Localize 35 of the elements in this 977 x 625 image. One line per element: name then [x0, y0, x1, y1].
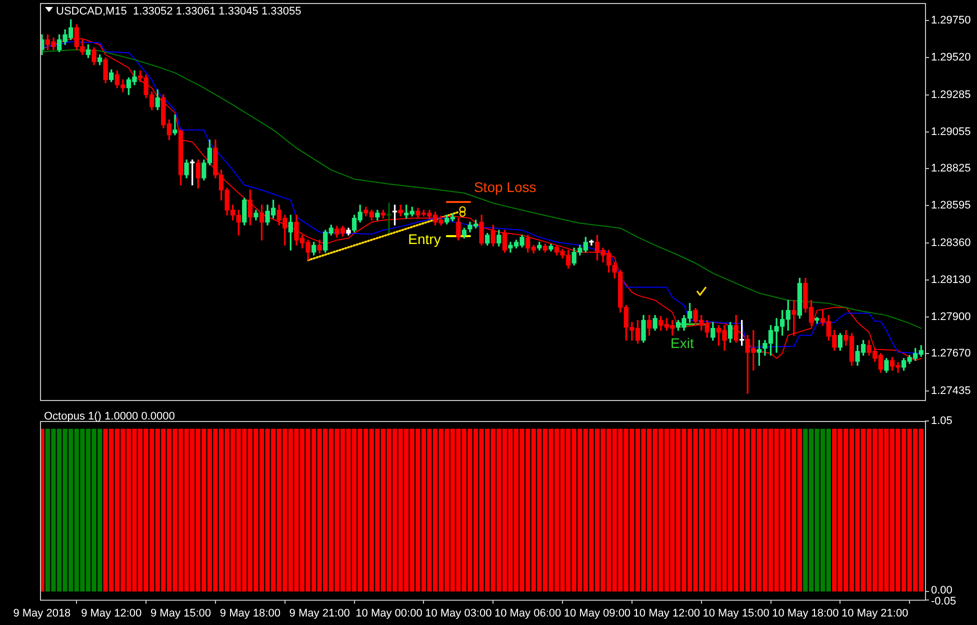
- y-tick-label: 1.28360: [931, 237, 971, 250]
- x-tick-label: 9 May 18:00: [220, 607, 280, 620]
- annotation: Entry: [408, 230, 441, 247]
- chart-title: Octopus 1() 1.0000 0.0000: [44, 410, 175, 423]
- x-tick-label: 10 May 12:00: [633, 607, 700, 620]
- y-tick-label: 1.27435: [931, 385, 971, 398]
- candlestick: [172, 114, 178, 136]
- candlestick: [589, 240, 594, 246]
- x-tick-label: 9 May 12:00: [81, 607, 142, 620]
- annotation: Stop Loss: [474, 178, 536, 195]
- y-tick-label: 1.29750: [931, 14, 971, 27]
- x-tick-label: 10 May 06:00: [494, 607, 562, 620]
- y-tick-label: -0.05: [931, 595, 956, 608]
- x-tick-label: 10 May 21:00: [842, 607, 908, 620]
- annotation: Exit: [670, 335, 694, 352]
- y-tick-label: 1.27670: [931, 348, 971, 360]
- x-tick-label: 9 May 21:00: [289, 607, 350, 620]
- x-tick-label: 10 May 18:00: [772, 607, 839, 620]
- y-tick-label: 1.29285: [931, 89, 971, 102]
- x-tick-label: 10 May 03:00: [425, 607, 492, 620]
- x-tick-label: 9 May 2018: [13, 607, 71, 620]
- y-tick-label: 1.28825: [931, 162, 971, 175]
- x-tick-label: 10 May 15:00: [702, 607, 770, 620]
- y-tick-label: 1.29055: [931, 126, 971, 138]
- x-tick-label: 10 May 09:00: [564, 607, 631, 620]
- y-tick-label: 0.00: [931, 584, 952, 596]
- x-tick-label: 9 May 15:00: [150, 607, 212, 620]
- y-tick-label: 1.28130: [931, 274, 971, 286]
- y-tick-label: 1.05: [931, 415, 952, 428]
- x-tick-label: 10 May 00:00: [356, 607, 422, 620]
- candlestick: [386, 202, 392, 234]
- y-tick-label: 1.28595: [931, 200, 971, 212]
- chart-title: USDCAD,M15 1.33052 1.33061 1.33045 1.33055: [56, 6, 302, 18]
- y-tick-label: 1.27900: [931, 310, 971, 323]
- y-tick-label: 1.29520: [931, 51, 971, 64]
